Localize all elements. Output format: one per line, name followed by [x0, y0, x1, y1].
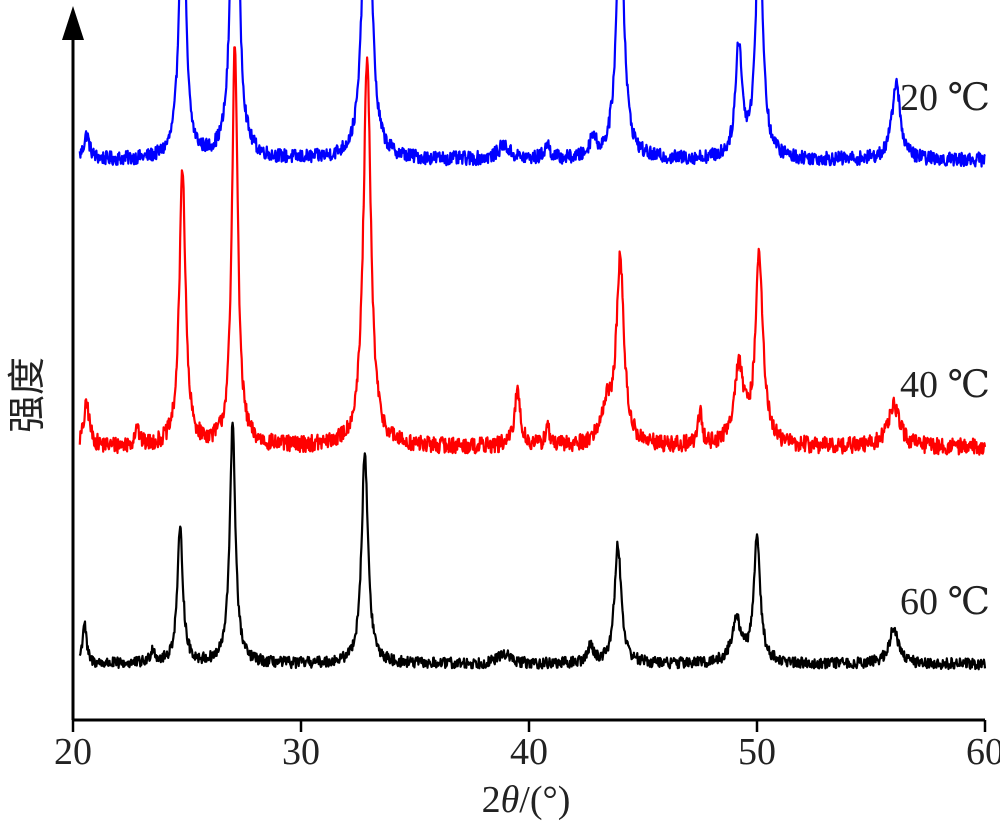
- series-labels: 20 ℃ 40 ℃ 60 ℃: [900, 77, 990, 623]
- x-tick-label: 40: [510, 731, 548, 773]
- series-label-2: 40 ℃: [900, 364, 990, 406]
- series-line-1: [78, 0, 986, 168]
- series-line-3: [78, 421, 987, 671]
- x-tick-label: 50: [738, 731, 776, 773]
- y-axis-arrow-icon: [62, 6, 84, 40]
- axes: 20 30 40 50 60: [54, 6, 1000, 773]
- x-tick-label: 60: [966, 731, 1000, 773]
- x-ticks: 20 30 40 50 60: [54, 720, 1000, 773]
- series-traces: [78, 0, 987, 671]
- series-label-1: 20 ℃: [900, 77, 990, 119]
- series-line-2: [78, 46, 987, 456]
- x-tick-label: 20: [54, 731, 92, 773]
- y-axis-title: 强度: [7, 357, 49, 433]
- x-axis-title: 2θ/(°): [482, 779, 571, 821]
- x-tick-label: 30: [282, 731, 320, 773]
- series-label-3: 60 ℃: [900, 581, 990, 623]
